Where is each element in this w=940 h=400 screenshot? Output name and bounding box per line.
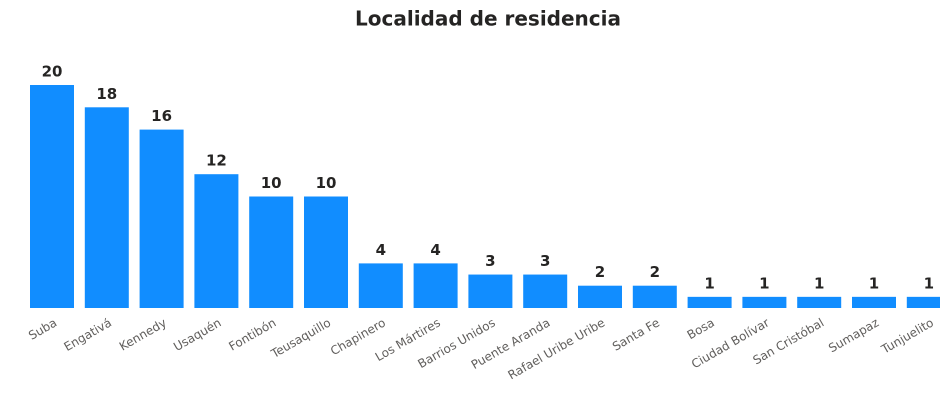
bar [578,285,622,308]
x-tick-label: Suba [26,316,59,343]
bar [687,296,732,308]
x-tick-label: Tunjuelito [878,316,936,358]
x-tick-label: Rafael Uribe Uribe [505,316,607,383]
bar [468,274,513,308]
data-label: 1 [869,274,879,292]
data-label: 10 [316,174,337,192]
data-label: 3 [540,252,550,270]
bar [742,296,787,308]
bar [632,285,677,308]
x-tick-label: Bosa [685,316,717,343]
data-label: 1 [704,274,714,292]
bar [358,263,403,308]
chart-title: Localidad de residencia [355,7,621,31]
bar [523,274,568,308]
bar [84,107,129,308]
bar [797,296,842,308]
x-tick-label: Santa Fe [610,316,662,354]
data-label: 20 [42,63,63,81]
data-label: 1 [814,274,824,292]
x-tick-label: Kennedy [117,316,169,354]
x-tick-label: Engativá [61,316,114,354]
x-tick-label: Sumapaz [826,316,881,356]
bar [30,85,74,308]
data-label: 1 [759,274,769,292]
data-label: 10 [261,174,282,192]
bar [249,196,294,308]
data-label: 16 [151,107,172,125]
x-tick-label: Usaquén [171,316,224,354]
bar [852,296,896,308]
data-label: 12 [206,152,227,170]
bar [906,296,940,308]
data-label: 2 [650,263,660,281]
data-label: 4 [430,241,440,259]
bar [413,263,458,308]
bar [139,129,184,308]
data-label: 2 [595,263,605,281]
data-label: 1 [924,274,934,292]
x-tick-label: Teusaquillo [268,316,333,362]
data-label: 3 [485,252,495,270]
bar [194,174,239,308]
data-label: 4 [376,241,386,259]
bar [304,196,348,308]
data-label: 18 [96,85,117,103]
